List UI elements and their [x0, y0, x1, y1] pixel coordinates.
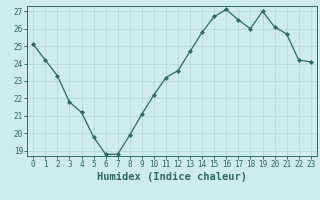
X-axis label: Humidex (Indice chaleur): Humidex (Indice chaleur)	[97, 172, 247, 182]
